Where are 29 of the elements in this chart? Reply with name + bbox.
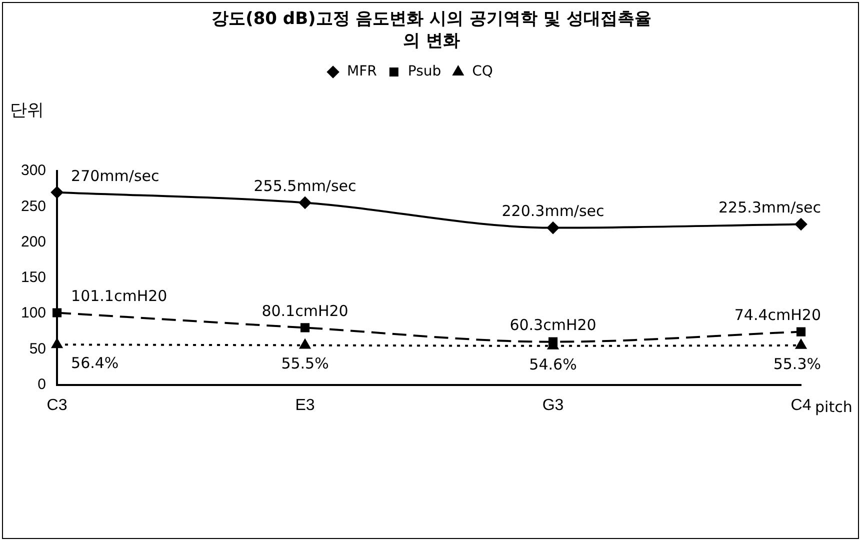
legend-label: CQ [472,64,493,80]
data-label: 270mm/sec [71,166,160,185]
x-tick-label: E3 [295,396,315,414]
data-label: 80.1cmH20 [262,302,348,320]
legend-label: Psub [408,64,442,80]
y-tick-label: 300 [20,162,46,180]
data-label: 101.1cmH20 [71,287,168,306]
x-tick-label: G3 [542,396,564,414]
data-label: 220.3mm/sec [502,202,604,220]
y-tick-label: 200 [20,233,46,250]
x-axis-title: pitch [815,398,852,416]
legend-label: MFR [347,64,378,80]
data-label: 225.3mm/sec [718,198,822,217]
y-tick-label: 150 [20,269,46,286]
y-tick-label: 0 [38,376,46,393]
y-axis-title: 단위 [10,100,44,120]
data-label: 74.4cmH20 [734,306,821,324]
x-tick-label: C4 [790,396,812,414]
data-label: 54.6% [529,355,577,374]
data-label: 60.3cmH20 [510,316,596,334]
data-label: 255.5mm/sec [254,177,356,196]
data-label: 55.5% [281,354,329,373]
data-label: 56.4% [71,354,119,372]
chart-title: 강도(80 dB)고정 음도변화 시의 공기역학 및 성대접촉율의 변화 [212,8,652,52]
y-tick-label: 50 [29,340,46,358]
data-label: 55.3% [773,354,821,373]
y-tick-label: 100 [20,304,46,322]
y-tick-label: 250 [20,198,46,215]
x-tick-label: C3 [46,396,68,414]
